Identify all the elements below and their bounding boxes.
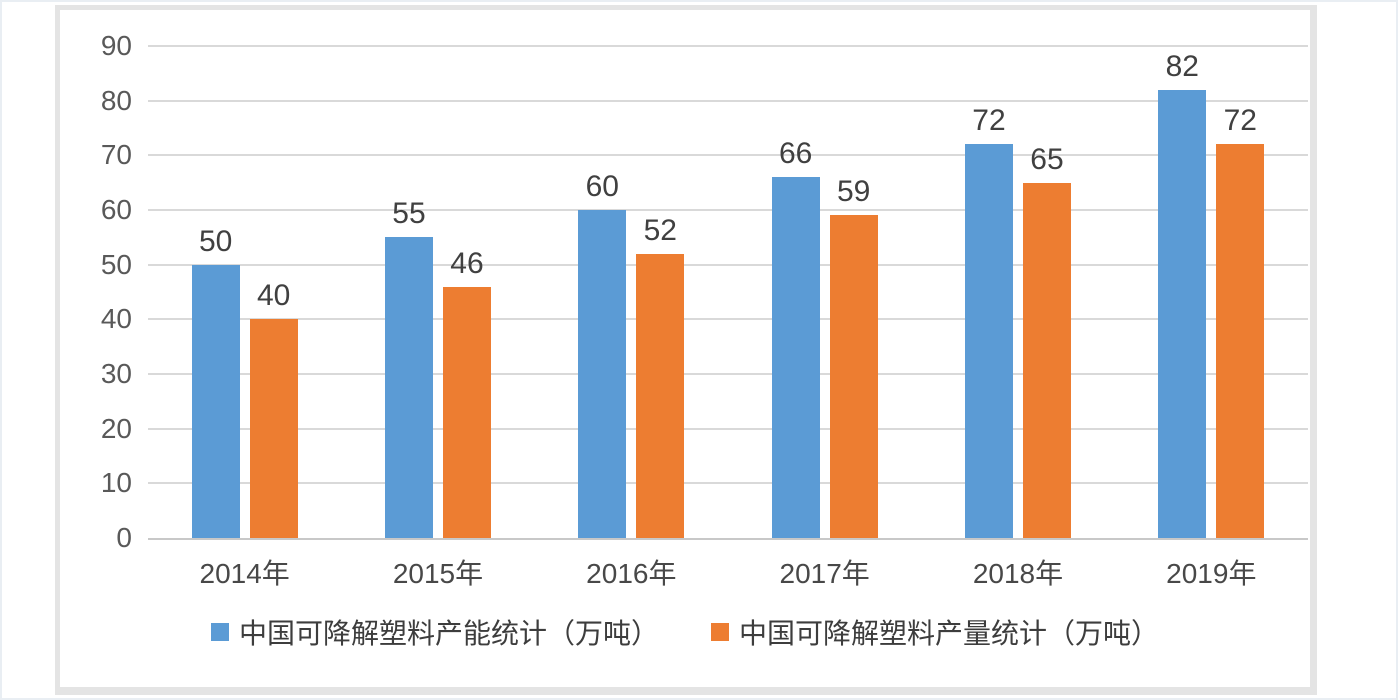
bar-value-label: 59	[836, 175, 871, 209]
y-tick-label: 10	[100, 467, 132, 499]
gridline	[148, 482, 1308, 485]
y-tick-label: 90	[100, 30, 132, 61]
bar-group: 55 46	[341, 46, 534, 538]
bar-value-label: 55	[392, 197, 426, 231]
bar-value-label: 50	[198, 224, 233, 258]
x-tick-label: 2019年	[1166, 558, 1257, 589]
legend: 中国可降解塑料产能统计（万吨） 中国可降解塑料产量统计（万吨）	[60, 612, 1310, 652]
bar: 59	[829, 177, 878, 538]
bar: 72	[1216, 106, 1265, 538]
bar-value-label: 72	[972, 104, 1006, 138]
gridline	[148, 45, 1308, 47]
gridline	[148, 263, 1308, 266]
gridline	[148, 373, 1308, 376]
bar-value-label: 46	[450, 246, 484, 280]
bar-group: 66 59	[728, 46, 921, 538]
y-tick-label: 20	[100, 412, 132, 444]
bar: 50	[191, 226, 240, 538]
x-axis-labels: 2014年 2015年 2016年 2017年 2018年 2019年	[148, 552, 1308, 592]
plot-area: 50 40 55 46 60 52 66 59 72 65 82 72	[148, 45, 1308, 540]
bar: 66	[771, 139, 820, 538]
gridline	[148, 209, 1308, 212]
bar: 60	[578, 172, 627, 538]
bar: 65	[1022, 144, 1071, 538]
bar-group: 60 52	[535, 46, 728, 538]
y-tick-label: 30	[100, 358, 132, 390]
chart-frame: 0 10 20 30 40 50 60 70 80 90 50 40 55 46 60 52 66 59 72 65…	[55, 5, 1317, 695]
bar: 82	[1158, 51, 1207, 538]
y-tick-label: 60	[100, 194, 132, 226]
legend-label-output: 中国可降解塑料产量统计（万吨）	[739, 618, 1160, 649]
bar-value-label: 65	[1030, 142, 1064, 176]
bar-value-label: 66	[778, 137, 813, 171]
gridline	[148, 99, 1308, 102]
bar-group: 82 72	[1115, 46, 1308, 538]
bar: 46	[442, 248, 491, 538]
y-tick-label: 40	[100, 303, 132, 335]
y-axis: 0 10 20 30 40 50 60 70 80 90	[60, 31, 132, 553]
y-tick-label: 80	[100, 84, 132, 116]
x-tick-label: 2014年	[199, 558, 290, 589]
x-tick-label: 2018年	[972, 558, 1064, 589]
bar-value-label: 60	[585, 170, 619, 203]
y-tick-label: 50	[100, 248, 132, 280]
legend-swatch-output-icon	[711, 623, 729, 641]
bar-value-label: 72	[1223, 104, 1257, 138]
bar-groups: 50 40 55 46 60 52 66 59 72 65 82 72	[148, 46, 1308, 538]
bar-group: 50 40	[148, 46, 341, 538]
legend-item-output: 中国可降解塑料产量统计（万吨）	[711, 612, 1159, 652]
bar: 40	[249, 281, 298, 538]
bar: 52	[636, 215, 685, 538]
bar: 55	[384, 199, 433, 538]
bar-value-label: 40	[256, 279, 291, 313]
gridline	[148, 318, 1308, 321]
x-tick-label: 2015年	[392, 558, 484, 589]
legend-item-capacity: 中国可降解塑料产能统计（万吨）	[210, 612, 659, 652]
legend-label-capacity: 中国可降解塑料产能统计（万吨）	[238, 618, 659, 649]
gridline	[148, 154, 1308, 157]
bar: 72	[964, 106, 1013, 538]
y-tick-label: 70	[100, 139, 132, 171]
bar-value-label: 52	[643, 213, 677, 247]
legend-swatch-capacity-icon	[210, 623, 229, 641]
bar-group: 72 65	[921, 46, 1114, 538]
y-tick-label: 0	[116, 522, 132, 553]
gridline	[148, 427, 1308, 430]
x-tick-label: 2016年	[586, 558, 677, 589]
x-tick-label: 2017年	[779, 558, 870, 589]
bar-value-label: 82	[1165, 49, 1199, 83]
